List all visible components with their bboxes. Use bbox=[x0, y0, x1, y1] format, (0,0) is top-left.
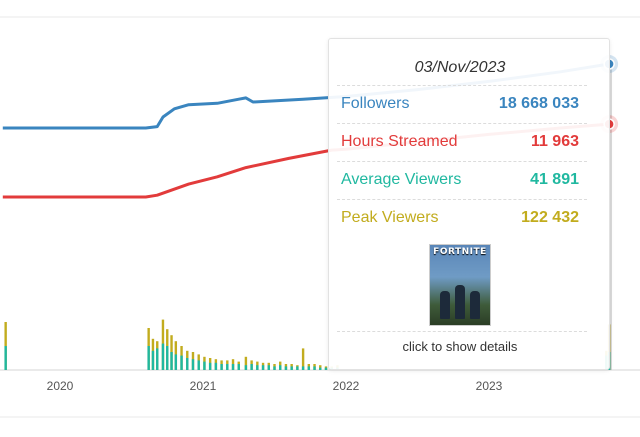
tooltip-date: 03/Nov/2023 bbox=[414, 59, 506, 76]
average-viewers-bar bbox=[279, 365, 282, 370]
tooltip-row-hours-streamed: Hours Streamed 11 963 bbox=[341, 133, 579, 151]
average-viewers-bar bbox=[191, 359, 195, 370]
cover-figure bbox=[440, 291, 450, 319]
peak-viewers-bar bbox=[244, 356, 248, 370]
average-viewers-bar bbox=[290, 366, 293, 370]
average-viewers-bar bbox=[284, 366, 288, 370]
average-viewers-bar bbox=[208, 362, 212, 370]
tooltip-separator bbox=[337, 161, 587, 162]
average-viewers-bar bbox=[296, 366, 299, 370]
cover-figure bbox=[470, 291, 480, 319]
average-viewers-bar bbox=[319, 367, 322, 370]
average-viewers-bar bbox=[174, 354, 178, 370]
average-viewers-bar bbox=[261, 365, 265, 370]
average-viewers-bar bbox=[170, 352, 173, 370]
peak-viewers-bar bbox=[301, 348, 305, 370]
average-viewers-bar bbox=[231, 364, 235, 370]
tooltip-separator bbox=[337, 199, 587, 200]
tooltip-separator bbox=[337, 85, 587, 86]
tooltip-row-average-viewers: Average Viewers 41 891 bbox=[341, 171, 579, 189]
tooltip-separator bbox=[337, 331, 587, 332]
average-viewers-bar bbox=[166, 346, 169, 370]
tooltip-label: Hours Streamed bbox=[341, 133, 458, 150]
average-viewers-bar bbox=[186, 358, 189, 370]
average-viewers-bar bbox=[156, 348, 159, 370]
tooltip-row-followers: Followers 18 668 033 bbox=[341, 95, 579, 113]
average-viewers-bar bbox=[301, 366, 305, 370]
average-viewers-bar bbox=[226, 364, 229, 370]
average-viewers-bar bbox=[237, 364, 240, 370]
x-tick-labels: 2020 2021 2022 2023 bbox=[47, 379, 503, 393]
average-viewers-bar bbox=[244, 365, 248, 370]
x-tick-label: 2022 bbox=[333, 379, 360, 393]
tooltip-label: Average Viewers bbox=[341, 171, 462, 188]
average-viewers-bar bbox=[307, 366, 311, 370]
average-viewers-bar bbox=[313, 366, 316, 370]
x-tick-label: 2020 bbox=[47, 379, 74, 393]
average-viewers-bar bbox=[214, 362, 218, 370]
average-viewers-bar bbox=[147, 346, 150, 370]
tooltip-value: 122 432 bbox=[521, 209, 579, 226]
average-viewers-bar bbox=[324, 367, 328, 370]
tooltip-value: 18 668 033 bbox=[498, 95, 579, 112]
tooltip-row-peak-viewers: Peak Viewers 122 432 bbox=[341, 209, 579, 227]
tooltip-label: Followers bbox=[341, 95, 410, 112]
x-tick-label: 2023 bbox=[476, 379, 503, 393]
average-viewers-bar bbox=[161, 343, 165, 370]
average-viewers-bar bbox=[256, 365, 259, 370]
tooltip-label: Peak Viewers bbox=[341, 209, 439, 226]
average-viewers-bar bbox=[220, 364, 223, 370]
average-viewers-bar bbox=[267, 365, 270, 370]
game-logo: FORTNITE bbox=[433, 247, 487, 257]
average-viewers-bar bbox=[273, 366, 276, 370]
show-details-link[interactable]: click to show details bbox=[402, 339, 518, 354]
average-viewers-bar bbox=[151, 350, 155, 370]
average-viewers-bar bbox=[4, 346, 7, 370]
average-viewers-bar bbox=[180, 355, 183, 370]
tooltip-value: 11 963 bbox=[530, 133, 579, 150]
game-cover-image[interactable]: FORTNITE bbox=[429, 244, 491, 326]
tooltip-separator bbox=[337, 123, 587, 124]
cover-figure bbox=[455, 285, 465, 319]
x-tick-label: 2021 bbox=[190, 379, 217, 393]
tooltip-value: 41 891 bbox=[530, 171, 579, 188]
average-viewers-bar bbox=[250, 364, 253, 370]
bars bbox=[4, 319, 611, 370]
average-viewers-bar bbox=[203, 361, 206, 370]
average-viewers-bar bbox=[197, 360, 200, 370]
tooltip[interactable]: 03/Nov/2023 Followers 18 668 033 Hours S… bbox=[328, 38, 610, 370]
